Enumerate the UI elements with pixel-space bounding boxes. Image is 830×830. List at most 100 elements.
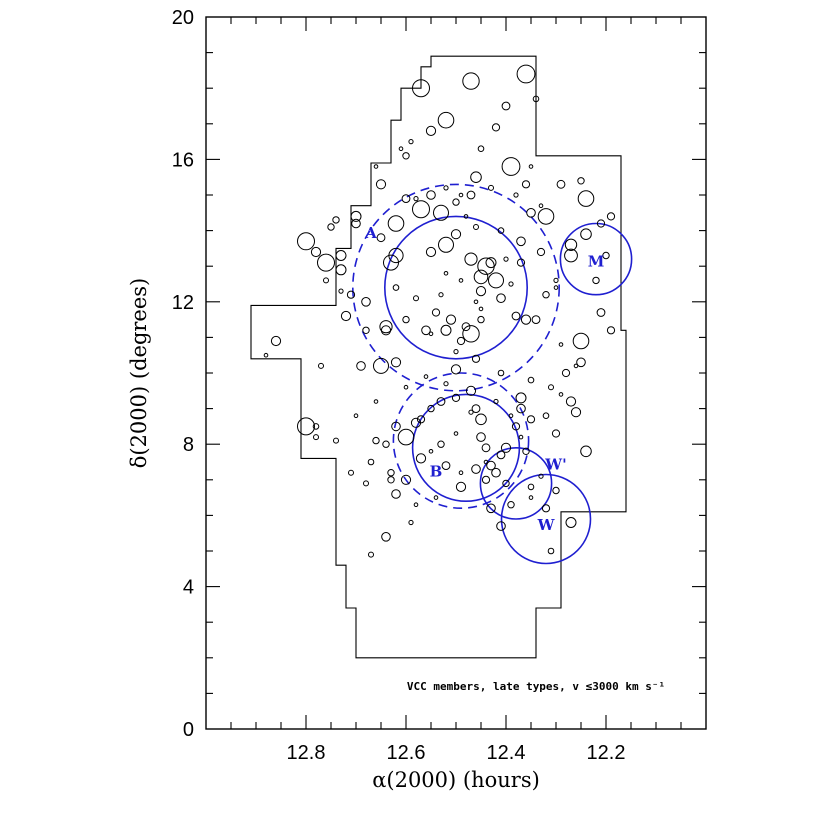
region-label-wprime: W' [544,456,566,474]
data-point [502,479,510,488]
data-point [338,288,344,294]
data-point [453,431,459,436]
data-point [501,157,521,176]
data-point [410,417,422,428]
data-point [443,271,449,276]
data-point [528,164,534,169]
data-point [606,326,616,335]
data-point [497,369,505,377]
data-point [413,295,419,302]
y-tick-label: 0 [183,719,194,741]
data-point [491,467,501,478]
data-point [462,72,480,90]
data-point [313,434,319,441]
data-point [438,292,444,298]
data-point [353,413,359,419]
data-point [573,363,579,369]
data-point [473,299,479,305]
data-point [475,413,487,426]
data-point [516,236,526,247]
tick-layer: 12.8 12.6 12.4 12.2 0 4 8 12 16 20 [172,7,706,764]
data-point [488,184,494,191]
data-point [375,179,387,190]
data-point [387,469,395,477]
data-point [463,214,469,219]
data-point [323,277,329,284]
data-point [496,450,506,460]
data-point [532,95,540,103]
data-point [522,447,530,455]
data-point [453,349,459,355]
data-point [606,212,616,221]
data-point [491,123,501,132]
y-tick-label: 8 [183,434,194,456]
data-point [397,428,415,446]
data-point [561,368,571,378]
data-point [441,461,451,471]
data-point [596,219,606,228]
y-tick-label: 12 [172,292,194,314]
data-point [511,422,521,431]
data-point [433,204,449,221]
data-point [531,315,541,325]
data-point [387,215,405,232]
data-point [368,551,374,558]
data-point [423,374,429,379]
data-point [513,192,519,198]
y-axis-label: δ(2000) (degrees) [127,278,151,469]
x-tick-label: 12.8 [287,742,326,764]
data-point [483,459,489,465]
data-point [542,291,550,299]
data-point [445,314,457,325]
data-point [526,208,536,218]
data-point [379,320,393,334]
data-point [450,364,462,375]
data-point [465,385,477,396]
data-point [335,264,347,276]
data-point [537,208,555,225]
data-point [565,517,577,528]
data-point [477,315,485,324]
y-tick-label: 16 [172,149,194,171]
data-point [553,277,559,283]
data-point [356,361,366,371]
data-point [556,179,566,189]
data-point [438,236,454,253]
region-label-a: A [364,224,377,242]
region-circle-w [500,473,592,565]
data-point [427,404,435,413]
data-point [332,216,340,224]
data-point [462,325,480,343]
data-point [392,284,400,291]
data-point [403,384,409,390]
data-point [433,495,439,500]
galaxy-points-layer [263,64,616,558]
x-axis-label: α(2000) (hours) [372,768,540,792]
data-point [572,332,590,350]
data-point [310,246,322,258]
data-point [558,392,564,397]
data-point [476,432,486,442]
data-point [351,218,361,229]
data-point [297,232,315,251]
x-tick-label: 12.6 [387,742,426,764]
data-point [553,285,559,290]
data-point [565,396,577,407]
data-point [500,442,512,453]
region-layer [351,183,633,565]
survey-boundary [250,55,627,659]
data-point [390,357,402,368]
data-point [488,272,504,289]
data-point [450,229,462,240]
data-point [526,415,536,424]
region-label-layer: A B W' W M [364,224,604,534]
region-label-m: M [588,253,605,271]
data-point [577,190,595,207]
data-point [431,308,441,317]
data-point [528,495,534,500]
data-point [580,228,592,240]
data-point [527,483,535,491]
data-point [443,381,449,387]
data-point [391,489,401,499]
data-point [373,399,379,404]
